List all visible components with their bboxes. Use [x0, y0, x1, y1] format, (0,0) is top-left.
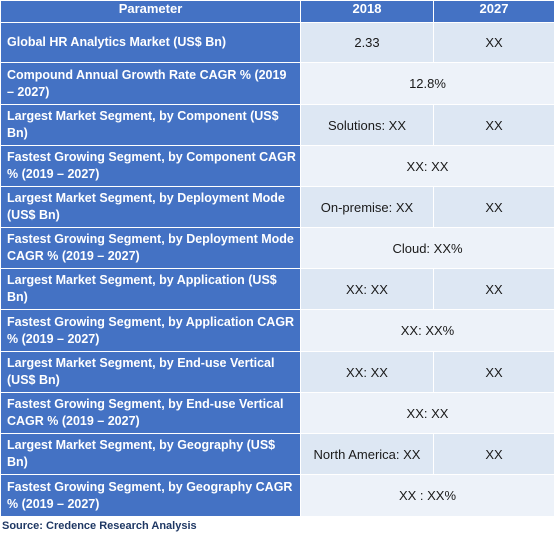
- merged-value-cell: XX: XX: [300, 145, 554, 187]
- header-2018: 2018: [300, 0, 434, 23]
- value-2027-cell: XX: [433, 186, 554, 228]
- source-note: Source: Credence Research Analysis: [2, 520, 197, 532]
- parameter-cell: Largest Market Segment, by Deployment Mo…: [0, 186, 301, 228]
- value-2018-cell: North America: XX: [300, 433, 434, 475]
- parameter-cell: Largest Market Segment, by Geography (US…: [0, 433, 301, 475]
- header-2027: 2027: [433, 0, 554, 23]
- table-row: Largest Market Segment, by Component (US…: [0, 104, 554, 146]
- table-row: Largest Market Segment, by Application (…: [0, 268, 554, 310]
- table-row: Fastest Growing Segment, by Application …: [0, 309, 554, 352]
- table-row: Fastest Growing Segment, by Geography CA…: [0, 474, 554, 517]
- parameter-cell: Largest Market Segment, by Application (…: [0, 268, 301, 310]
- value-2027-cell: XX: [433, 268, 554, 310]
- parameter-cell: Fastest Growing Segment, by Geography CA…: [0, 474, 301, 517]
- header-parameter: Parameter: [0, 0, 301, 23]
- header-row: Parameter 2018 2027: [0, 0, 554, 23]
- value-2018-cell: XX: XX: [300, 351, 434, 393]
- value-2018-cell: On-premise: XX: [300, 186, 434, 228]
- table-row: Compound Annual Growth Rate CAGR % (2019…: [0, 62, 554, 105]
- parameter-cell: Largest Market Segment, by Component (US…: [0, 104, 301, 146]
- merged-value-cell: XX : XX%: [300, 474, 554, 517]
- parameter-cell: Fastest Growing Segment, by Application …: [0, 309, 301, 352]
- table-row: Largest Market Segment, by End-use Verti…: [0, 351, 554, 393]
- value-2018-cell: Solutions: XX: [300, 104, 434, 146]
- merged-value-cell: XX: XX%: [300, 309, 554, 352]
- parameter-cell: Fastest Growing Segment, by Component CA…: [0, 145, 301, 187]
- parameter-cell: Global HR Analytics Market (US$ Bn): [0, 22, 301, 63]
- value-2027-cell: XX: [433, 433, 554, 475]
- table-row: Largest Market Segment, by Deployment Mo…: [0, 186, 554, 228]
- parameter-cell: Largest Market Segment, by End-use Verti…: [0, 351, 301, 393]
- merged-value-cell: XX: XX: [300, 392, 554, 434]
- value-2018-cell: 2.33: [300, 22, 434, 63]
- table-row: Largest Market Segment, by Geography (US…: [0, 433, 554, 475]
- table-row: Fastest Growing Segment, by End-use Vert…: [0, 392, 554, 434]
- value-2018-cell: XX: XX: [300, 268, 434, 310]
- table-row: Fastest Growing Segment, by Component CA…: [0, 145, 554, 187]
- value-2027-cell: XX: [433, 104, 554, 146]
- merged-value-cell: Cloud: XX%: [300, 227, 554, 269]
- market-summary-table: Parameter 2018 2027 Global HR Analytics …: [0, 0, 554, 517]
- parameter-cell: Compound Annual Growth Rate CAGR % (2019…: [0, 62, 301, 105]
- table-row: Fastest Growing Segment, by Deployment M…: [0, 227, 554, 269]
- value-2027-cell: XX: [433, 22, 554, 63]
- merged-value-cell: 12.8%: [300, 62, 554, 105]
- parameter-cell: Fastest Growing Segment, by Deployment M…: [0, 227, 301, 269]
- value-2027-cell: XX: [433, 351, 554, 393]
- table-row: Global HR Analytics Market (US$ Bn) 2.33…: [0, 22, 554, 63]
- parameter-cell: Fastest Growing Segment, by End-use Vert…: [0, 392, 301, 434]
